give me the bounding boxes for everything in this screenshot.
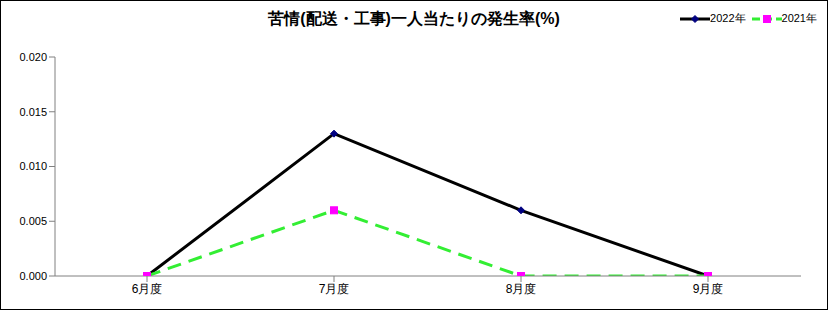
svg-text:0.010: 0.010 (19, 160, 47, 172)
svg-text:6月度: 6月度 (132, 282, 163, 296)
svg-text:8月度: 8月度 (506, 282, 537, 296)
html-text:苦情(配送・工事)一人当たりの発生率(%): 苦情(配送・工事)一人当たりの発生率(%) (268, 10, 560, 27)
svg-text:7月度: 7月度 (319, 282, 350, 296)
html-text:2022年: 2022年 (710, 12, 746, 24)
svg-text:9月度: 9月度 (693, 282, 724, 296)
svg-text:0.020: 0.020 (19, 51, 47, 63)
svg-text:0.005: 0.005 (19, 215, 47, 227)
svg-text:0.000: 0.000 (19, 270, 47, 282)
html-text:2021年: 2021年 (781, 12, 817, 24)
svg-text:0.015: 0.015 (19, 106, 47, 118)
